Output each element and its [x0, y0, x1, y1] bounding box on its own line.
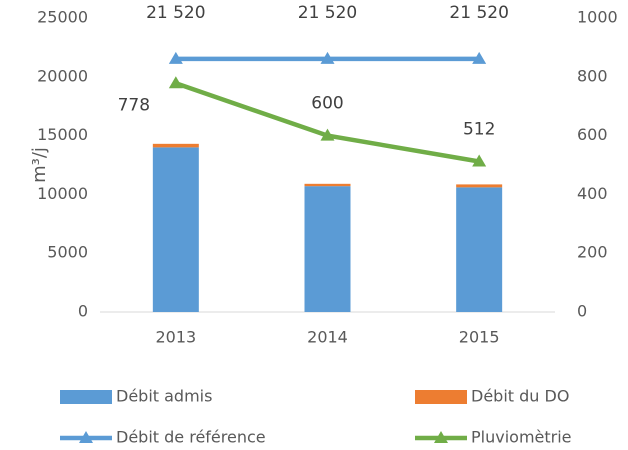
- bar: [456, 184, 503, 188]
- legend-marker: [79, 431, 93, 443]
- y-tick-label: 0: [78, 302, 88, 321]
- data-label: 778: [118, 95, 150, 115]
- legend-label: Débit du DO: [471, 387, 569, 406]
- data-label: 512: [463, 119, 495, 139]
- y2-tick-label: 200: [577, 243, 608, 262]
- data-label: 21 520: [298, 3, 357, 23]
- legend-marker: [434, 431, 448, 443]
- y2-tick-label: 400: [577, 184, 608, 203]
- y2-tick-label: 0: [577, 302, 587, 321]
- bar: [152, 143, 199, 148]
- marker: [472, 154, 487, 167]
- y-tick-label: 5000: [47, 243, 88, 262]
- legend-swatch: [60, 390, 112, 404]
- y2-tick-label: 800: [577, 66, 608, 85]
- legend-label: Débit de référence: [116, 428, 266, 447]
- y-axis-label: m³/j: [29, 147, 50, 183]
- y-tick-label: 20000: [37, 66, 88, 85]
- marker: [320, 51, 335, 64]
- legend-label: Débit admis: [116, 387, 212, 406]
- y-tick-label: 25000: [37, 8, 88, 27]
- marker: [168, 76, 183, 89]
- marker: [472, 51, 487, 64]
- data-label: 600: [311, 94, 343, 114]
- data-label: 21 520: [146, 3, 205, 23]
- bar: [304, 183, 351, 187]
- marker: [168, 51, 183, 64]
- x-tick-label: 2015: [459, 328, 500, 347]
- legend-swatch: [415, 390, 467, 404]
- bar: [152, 147, 199, 312]
- y-tick-label: 10000: [37, 184, 88, 203]
- legend-label: Pluviomètrie: [471, 428, 572, 447]
- marker: [320, 128, 335, 141]
- bar: [304, 186, 351, 312]
- x-tick-label: 2013: [155, 328, 196, 347]
- y2-tick-label: 600: [577, 125, 608, 144]
- data-label: 21 520: [449, 3, 508, 23]
- x-tick-label: 2014: [307, 328, 348, 347]
- bar: [456, 187, 503, 312]
- y2-tick-label: 1000: [577, 8, 618, 27]
- y-tick-label: 15000: [37, 125, 88, 144]
